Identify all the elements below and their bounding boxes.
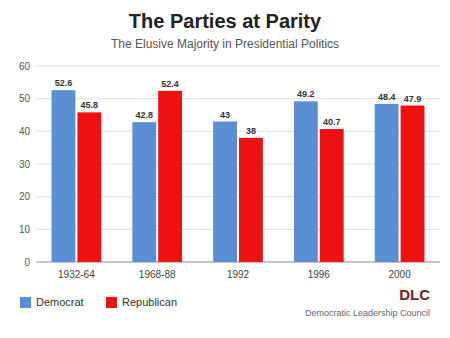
annotation: DLC	[399, 286, 430, 303]
bar	[320, 129, 344, 262]
data-label: 45.8	[81, 100, 99, 110]
data-label: 40.7	[323, 117, 341, 127]
y-axis: 0 10 20 30 40 50 60	[19, 61, 440, 268]
data-label: 48.4	[378, 92, 396, 102]
bar	[158, 91, 182, 262]
legend-swatch	[20, 297, 31, 308]
data-label: 49.2	[297, 89, 315, 99]
y-tick-label: 60	[19, 61, 31, 72]
legend-label: Republican	[122, 296, 177, 308]
bar	[375, 104, 399, 262]
bar	[401, 106, 425, 262]
subtitle: The Elusive Majority in Presidential Pol…	[111, 37, 339, 51]
data-label: 43	[220, 110, 230, 120]
title: The Parties at Parity	[129, 10, 322, 32]
legend: Democrat Republican	[20, 296, 177, 308]
bar	[213, 122, 237, 262]
x-tick-label: 2000	[388, 269, 411, 280]
bar	[52, 90, 76, 262]
y-tick-label: 30	[19, 159, 31, 170]
bar	[294, 101, 318, 262]
x-tick-label: 1968-88	[139, 269, 176, 280]
y-tick-label: 40	[19, 126, 31, 137]
chart: The Parties at Parity The Elusive Majorit…	[0, 0, 450, 338]
annotation: Democratic Leadership Council	[305, 308, 430, 318]
y-tick-label: 50	[19, 93, 31, 104]
x-axis: 1932-64 1968-88 1992 1996 2000	[58, 269, 411, 280]
bar	[132, 122, 156, 262]
data-label: 52.4	[161, 79, 179, 89]
x-tick-label: 1992	[227, 269, 250, 280]
y-tick-label: 0	[24, 257, 30, 268]
bars	[52, 90, 425, 262]
y-tick-label: 20	[19, 191, 31, 202]
data-label: 38	[246, 126, 256, 136]
legend-label: Democrat	[36, 296, 84, 308]
data-label: 42.8	[136, 110, 154, 120]
annotations: DLC Democratic Leadership Council	[305, 286, 430, 318]
x-tick-label: 1996	[308, 269, 331, 280]
data-label: 47.9	[404, 94, 422, 104]
bar	[239, 138, 263, 262]
data-label: 52.6	[55, 78, 73, 88]
bar	[77, 112, 101, 262]
grid-line	[36, 66, 440, 67]
data-labels: 52.6 42.8 43 49.2 48.4 45.8 52.4 38 40.7 47.9	[55, 78, 422, 136]
x-tick-label: 1932-64	[58, 269, 95, 280]
legend-swatch	[106, 297, 117, 308]
chart-container: The Parties at Parity The Elusive Majorit…	[0, 0, 450, 338]
y-tick-label: 10	[19, 224, 31, 235]
